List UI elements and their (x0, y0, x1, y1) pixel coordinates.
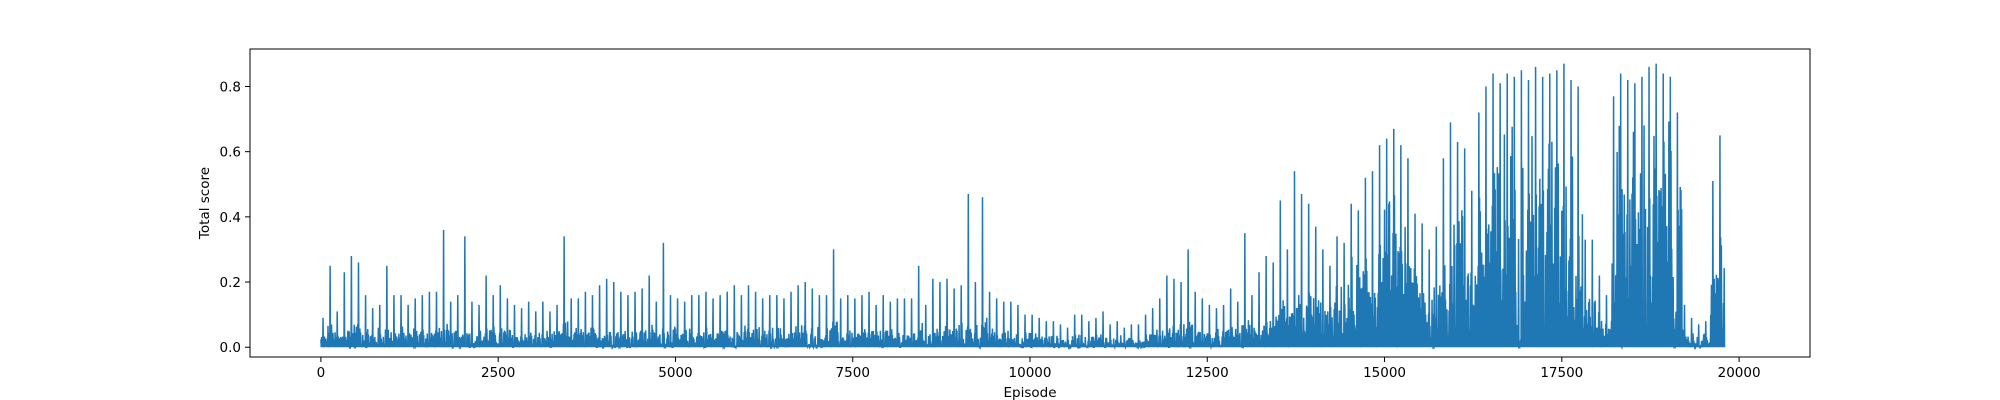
y-tick-label: 0.4 (220, 210, 241, 226)
y-tick-label: 0.6 (220, 145, 241, 161)
y-axis-label: Total score (197, 167, 213, 240)
x-tick-label: 5000 (658, 365, 692, 381)
series-layer (320, 63, 1726, 351)
x-axis-label: Episode (1003, 385, 1056, 400)
x-tick-label: 15000 (1363, 365, 1406, 381)
y-tick-label: 0.2 (220, 275, 241, 291)
x-tick-label: 20000 (1718, 365, 1761, 381)
x-tick-label: 10000 (1009, 365, 1052, 381)
x-axis: 0 2500 5000 7500 10000 12500 15000 17500 20000 (317, 357, 1761, 381)
y-axis: 0.0 0.2 0.4 0.6 0.8 (220, 79, 250, 356)
series-line (320, 63, 1726, 351)
x-tick-label: 2500 (481, 365, 515, 381)
x-tick-label: 12500 (1186, 365, 1229, 381)
x-tick-label: 0 (317, 365, 326, 381)
x-tick-label: 17500 (1540, 365, 1583, 381)
x-tick-label: 7500 (836, 365, 870, 381)
y-tick-label: 0.8 (220, 79, 241, 95)
y-tick-label: 0.0 (220, 340, 241, 356)
